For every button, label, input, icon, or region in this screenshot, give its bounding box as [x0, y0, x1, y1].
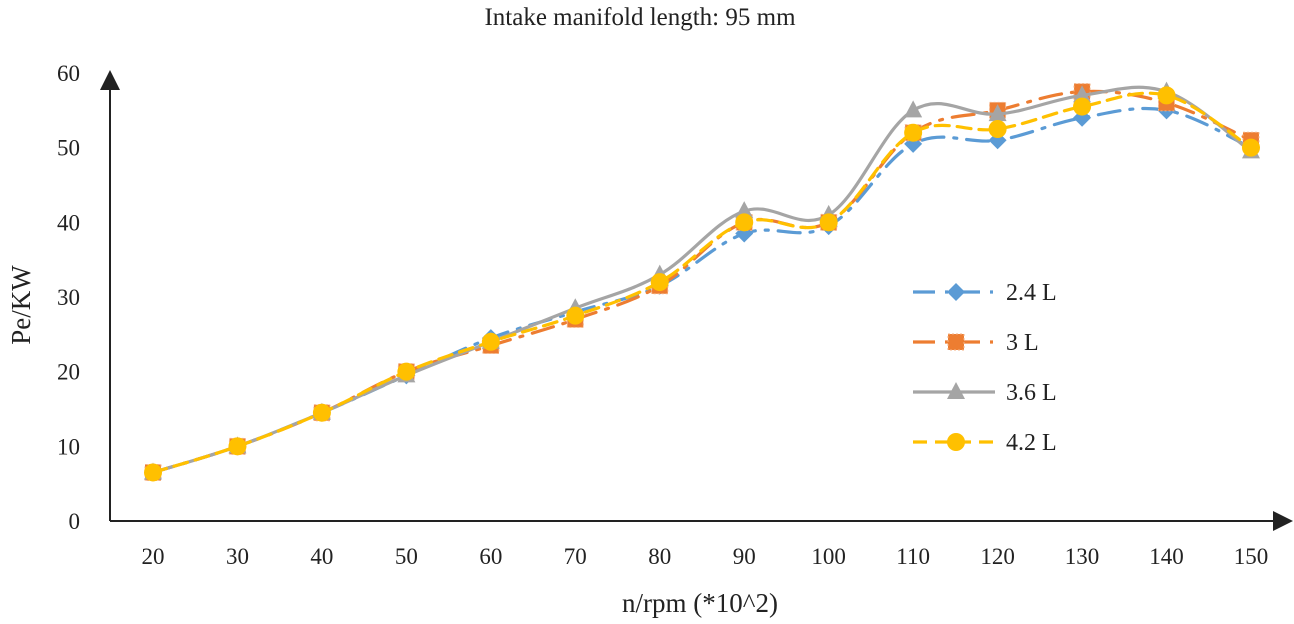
x-axis-title: n/rpm (*10^2) — [622, 588, 778, 618]
x-tick-label: 140 — [1149, 544, 1184, 569]
legend-swatch-marker — [947, 433, 965, 451]
legend-entry: 2.4 L — [913, 280, 1057, 306]
data-point — [988, 120, 1007, 138]
x-tick-label: 130 — [1065, 544, 1100, 569]
legend-entry: 3.6 L — [913, 380, 1057, 406]
series-layer — [144, 81, 1260, 482]
x-tick-label: 110 — [896, 544, 930, 569]
data-point — [566, 306, 585, 325]
y-axis-title: Pe/KW — [6, 265, 36, 345]
x-tick-label: 70 — [564, 544, 587, 569]
legend-entry: 4.2 L — [913, 430, 1057, 456]
data-point — [481, 332, 500, 351]
x-tick-label: 100 — [811, 544, 846, 569]
data-point — [904, 123, 923, 142]
series-1 — [144, 83, 1260, 481]
axes: 0 10 20 30 40 50 60 20 30 40 50 60 70 80 90 100 110 120 13… — [57, 61, 1293, 569]
x-tick-label: 20 — [142, 544, 165, 569]
data-point — [1241, 138, 1260, 157]
y-tick-label: 10 — [57, 434, 80, 459]
data-point — [1157, 86, 1176, 105]
legend-label: 2.4 L — [1006, 280, 1057, 306]
data-point — [650, 273, 669, 292]
data-point — [735, 201, 754, 219]
series-2 — [144, 81, 1260, 480]
y-tick-label: 50 — [57, 136, 80, 161]
legend-swatch-marker — [947, 283, 965, 301]
x-tick-label: 30 — [226, 544, 249, 569]
data-point — [1073, 97, 1092, 116]
chart-title: Intake manifold length: 95 mm — [484, 4, 796, 31]
x-tick-label: 90 — [733, 544, 756, 569]
y-tick-label: 30 — [57, 285, 80, 310]
legend-label: 3.6 L — [1006, 380, 1057, 406]
series-3 — [144, 86, 1260, 482]
data-point — [904, 100, 923, 118]
y-tick-label: 40 — [57, 210, 80, 235]
legend-label: 4.2 L — [1006, 430, 1057, 456]
legend: 2.4 L 3 L 3.6 L 4.2 L — [913, 280, 1057, 456]
series-0 — [144, 101, 1260, 482]
data-point — [819, 213, 838, 232]
data-point — [735, 213, 754, 232]
data-point — [228, 437, 247, 456]
data-point — [988, 104, 1007, 122]
data-point — [144, 463, 162, 482]
legend-swatch-marker — [947, 333, 965, 351]
legend-entry: 3 L — [913, 330, 1039, 356]
x-tick-label: 120 — [980, 544, 1015, 569]
x-tick-label: 60 — [479, 544, 502, 569]
data-point — [397, 362, 416, 381]
legend-swatch-marker — [947, 382, 965, 399]
x-tick-label: 80 — [648, 544, 671, 569]
legend-label: 3 L — [1006, 330, 1039, 356]
y-tick-label: 20 — [57, 360, 80, 385]
x-tick-label: 50 — [395, 544, 418, 569]
x-tick-label: 40 — [310, 544, 333, 569]
y-tick-label: 60 — [57, 61, 80, 86]
x-tick-label: 150 — [1234, 544, 1269, 569]
data-point — [312, 403, 331, 422]
y-tick-label: 0 — [69, 509, 81, 534]
data-point — [1073, 85, 1092, 103]
